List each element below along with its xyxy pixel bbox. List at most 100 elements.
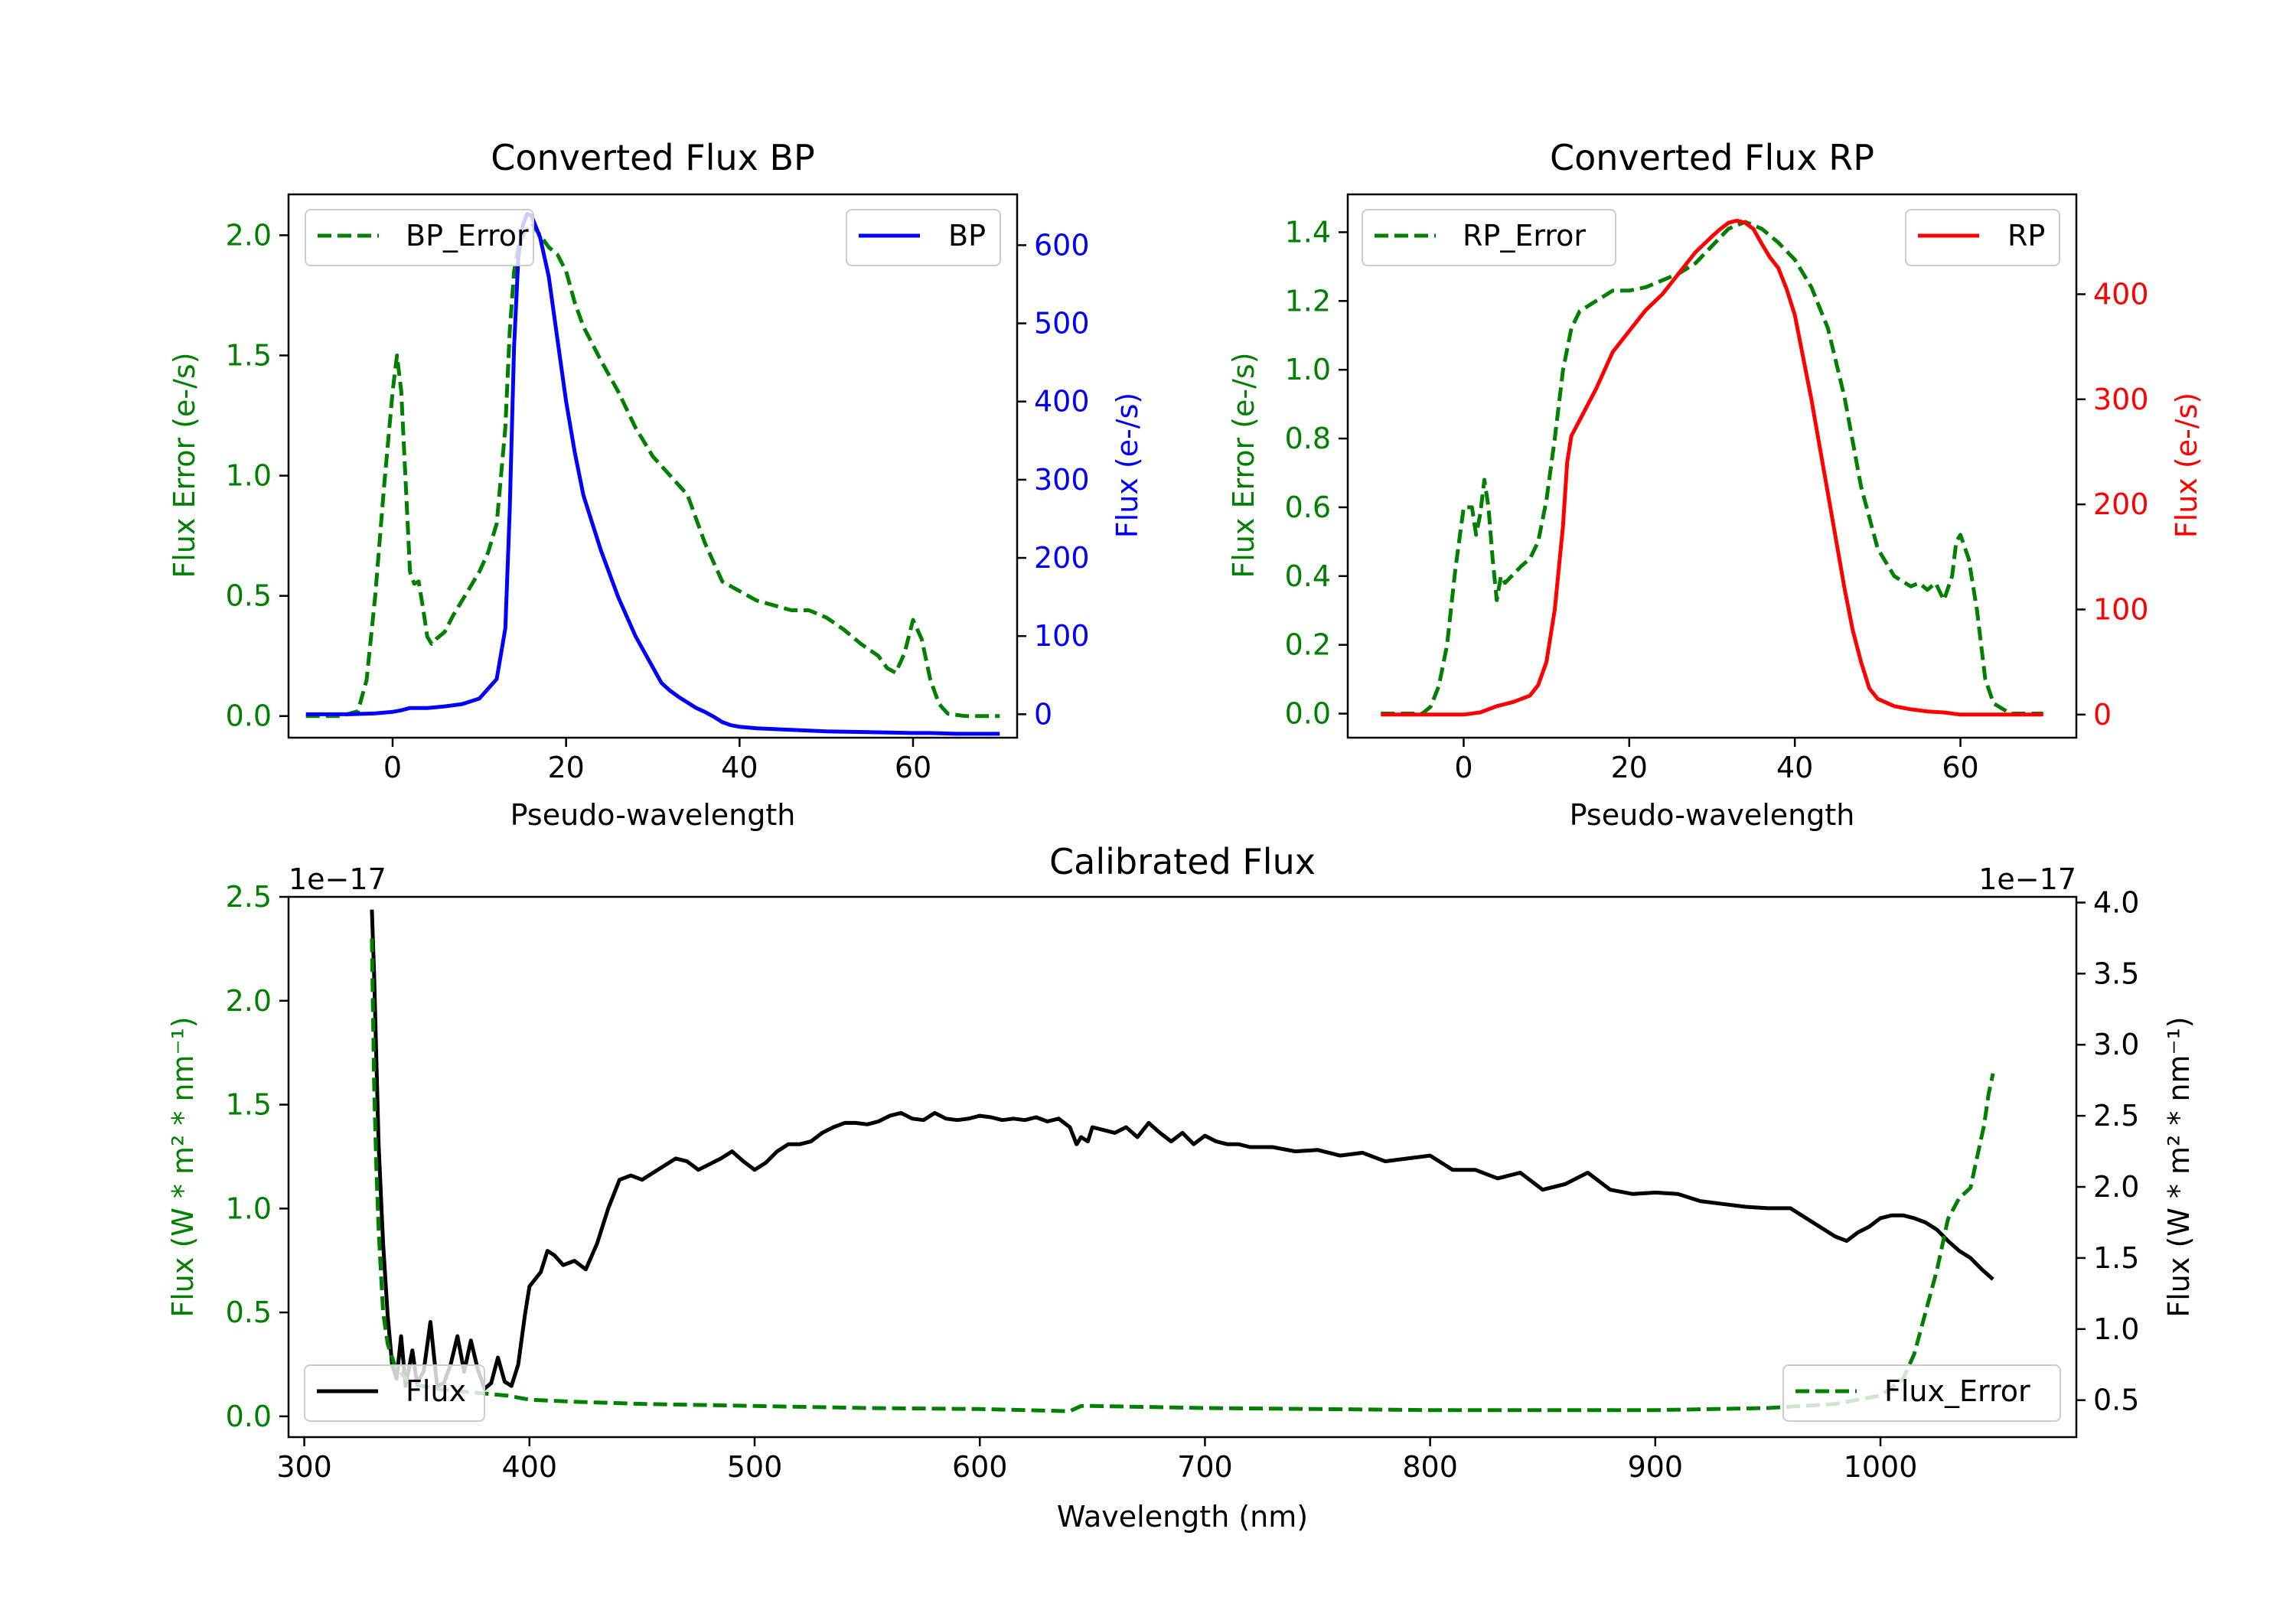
rp-ytick-right-label: 400 bbox=[2093, 277, 2149, 311]
rp-xlabel: Pseudo-wavelength bbox=[1570, 798, 1855, 832]
cal-ylabel-left: Flux (W * m² * nm⁻¹) bbox=[166, 1016, 200, 1317]
bp-legend-error-label: BP_Error bbox=[406, 219, 529, 253]
bp-xticks: 0 20 40 60 bbox=[383, 738, 931, 784]
cal-xtick-label: 600 bbox=[952, 1450, 1008, 1484]
bp-ytick-right-label: 0 bbox=[1034, 697, 1052, 731]
bp-series-bp bbox=[305, 212, 1000, 736]
cal-ytick-right-label: 2.0 bbox=[2093, 1170, 2139, 1204]
bp-ytick-right-label: 500 bbox=[1034, 307, 1090, 341]
bp-ytick-left-label: 0.0 bbox=[226, 699, 272, 733]
rp-legend-flux-box bbox=[1905, 209, 2060, 266]
cal-offset-left: 1e−17 bbox=[289, 862, 386, 896]
bp-ytick-left-label: 1.5 bbox=[226, 338, 272, 372]
bp-yticks-left: 0.0 0.5 1.0 1.5 2.0 bbox=[226, 218, 289, 733]
bp-ytick-left-label: 0.5 bbox=[226, 579, 272, 613]
rp-ytick-left-label: 1.0 bbox=[1285, 353, 1331, 386]
rp-legend-error-label: RP_Error bbox=[1463, 219, 1586, 253]
cal-ytick-right-label: 1.0 bbox=[2093, 1312, 2139, 1346]
bp-ytick-right-label: 100 bbox=[1034, 619, 1090, 653]
bp-legend-flux-box bbox=[846, 209, 1001, 266]
rp-ylabel-right: Flux (e-/s) bbox=[2170, 393, 2203, 538]
rp-series-rp bbox=[1381, 218, 2043, 717]
bp-xtick-label: 0 bbox=[383, 751, 402, 784]
rp-legend-error-box bbox=[1362, 209, 1616, 266]
bp-panel: Converted Flux BP Pseudo-wavelength Flux… bbox=[168, 137, 1144, 832]
rp-title: Converted Flux RP bbox=[1550, 137, 1874, 178]
cal-xtick-label: 800 bbox=[1402, 1450, 1458, 1484]
cal-plot-frame bbox=[287, 895, 2078, 1439]
bp-ytick-right-label: 200 bbox=[1034, 541, 1090, 575]
cal-ylabel-right: Flux (W * m² * nm⁻¹) bbox=[2162, 1016, 2196, 1317]
cal-legend-flux-box bbox=[304, 1364, 485, 1422]
rp-series-rp-error bbox=[1381, 220, 2043, 715]
rp-ytick-left-label: 0.4 bbox=[1285, 559, 1331, 593]
bp-ylabel-left: Flux Error (e-/s) bbox=[168, 352, 201, 578]
cal-legend-error-label: Flux_Error bbox=[1884, 1374, 2030, 1408]
cal-title: Calibrated Flux bbox=[1049, 841, 1316, 882]
rp-legend-error: RP_Error bbox=[1362, 209, 1616, 266]
rp-ytick-right-label: 100 bbox=[2093, 592, 2149, 626]
cal-legend-flux-label: Flux bbox=[406, 1374, 466, 1408]
cal-ytick-left-label: 1.5 bbox=[226, 1088, 272, 1122]
cal-ytick-right-label: 2.5 bbox=[2093, 1099, 2139, 1133]
cal-legend-error-box bbox=[1782, 1364, 2061, 1422]
cal-ytick-right-label: 3.5 bbox=[2093, 957, 2139, 990]
cal-ytick-left-label: 2.5 bbox=[226, 880, 272, 914]
rp-xtick-label: 60 bbox=[1942, 751, 1978, 784]
bp-series-bp-error bbox=[305, 221, 1000, 719]
cal-legend-error: Flux_Error bbox=[1782, 1364, 2061, 1422]
bp-xtick-label: 20 bbox=[547, 751, 584, 784]
rp-xticks: 0 20 40 60 bbox=[1454, 738, 1979, 784]
cal-yticks-right: 0.5 1.0 1.5 2.0 2.5 3.0 3.5 4.0 bbox=[2076, 885, 2139, 1417]
rp-ytick-right-label: 300 bbox=[2093, 383, 2149, 416]
rp-xtick-label: 20 bbox=[1611, 751, 1648, 784]
cal-ytick-left-label: 0.0 bbox=[226, 1400, 272, 1433]
bp-ytick-right-label: 400 bbox=[1034, 385, 1090, 419]
bp-xtick-label: 60 bbox=[895, 751, 931, 784]
rp-ytick-left-label: 1.4 bbox=[1285, 215, 1331, 249]
cal-xtick-label: 400 bbox=[502, 1450, 558, 1484]
bp-ytick-left-label: 1.0 bbox=[226, 459, 272, 493]
cal-xtick-label: 1000 bbox=[1844, 1450, 1918, 1484]
bp-lines bbox=[305, 212, 1000, 736]
cal-xticks: 300 400 500 600 700 800 900 1000 bbox=[276, 1437, 1917, 1484]
cal-panel: Calibrated Flux Wavelength (nm) 1e−17 1e… bbox=[166, 841, 2196, 1534]
cal-legend-flux: Flux bbox=[304, 1364, 485, 1422]
rp-ytick-left-label: 0.2 bbox=[1285, 628, 1331, 662]
rp-legend-flux-label: RP bbox=[2007, 219, 2045, 253]
bp-xtick-label: 40 bbox=[721, 751, 758, 784]
rp-ylabel-left: Flux Error (e-/s) bbox=[1227, 352, 1261, 578]
cal-xtick-label: 700 bbox=[1177, 1450, 1233, 1484]
bp-ytick-left-label: 2.0 bbox=[226, 218, 272, 252]
cal-ytick-left-label: 1.0 bbox=[226, 1191, 272, 1225]
cal-ytick-left-label: 0.5 bbox=[226, 1296, 272, 1329]
cal-ytick-right-label: 4.0 bbox=[2093, 885, 2139, 919]
cal-xtick-label: 500 bbox=[727, 1450, 783, 1484]
rp-yticks-right: 0 100 200 300 400 bbox=[2076, 277, 2149, 732]
bp-legend-error: BP_Error bbox=[305, 209, 534, 266]
cal-yticks-left: 0.0 0.5 1.0 1.5 2.0 2.5 bbox=[226, 880, 289, 1433]
rp-lines bbox=[1381, 218, 2043, 717]
bp-ytick-right-label: 300 bbox=[1034, 463, 1090, 497]
bp-ylabel-right: Flux (e-/s) bbox=[1110, 393, 1144, 538]
cal-ytick-left-label: 2.0 bbox=[226, 984, 272, 1018]
cal-offset-right: 1e−17 bbox=[1978, 862, 2076, 896]
bp-xlabel: Pseudo-wavelength bbox=[510, 798, 796, 832]
rp-ytick-right-label: 0 bbox=[2093, 698, 2112, 732]
rp-ytick-right-label: 200 bbox=[2093, 487, 2149, 521]
cal-xtick-label: 900 bbox=[1628, 1450, 1684, 1484]
bp-legend-flux-label: BP bbox=[948, 219, 986, 253]
cal-ytick-right-label: 3.0 bbox=[2093, 1028, 2139, 1061]
rp-yticks-left: 0.0 0.2 0.4 0.6 0.8 1.0 1.2 1.4 bbox=[1285, 215, 1348, 731]
rp-xtick-label: 40 bbox=[1776, 751, 1813, 784]
cal-ytick-right-label: 1.5 bbox=[2093, 1241, 2139, 1275]
cal-xtick-label: 300 bbox=[276, 1450, 332, 1484]
cal-series-flux bbox=[370, 909, 1994, 1391]
rp-ytick-left-label: 1.2 bbox=[1285, 284, 1331, 318]
bp-plot-frame bbox=[287, 193, 1019, 739]
cal-xlabel: Wavelength (nm) bbox=[1057, 1500, 1308, 1534]
rp-legend-flux: RP bbox=[1905, 209, 2060, 266]
cal-ytick-right-label: 0.5 bbox=[2093, 1384, 2139, 1417]
